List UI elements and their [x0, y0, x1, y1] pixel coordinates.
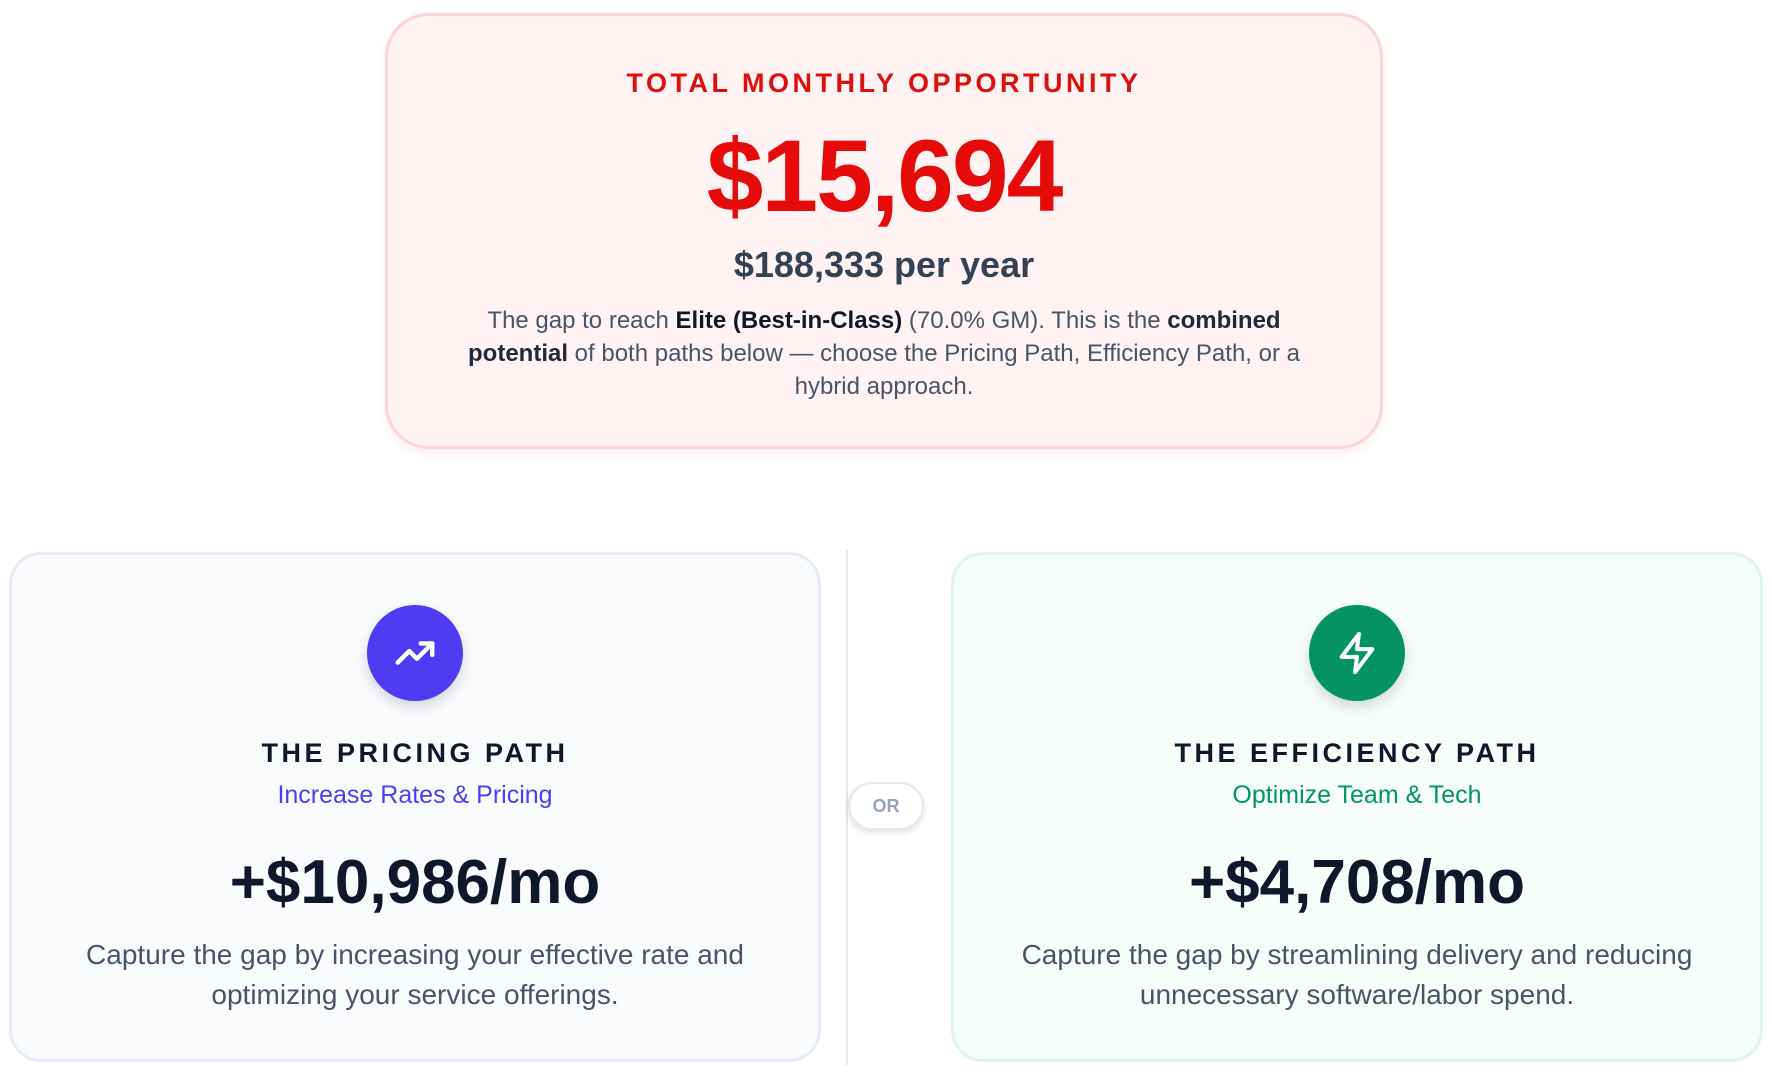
efficiency-path-card: THE EFFICIENCY PATH Optimize Team & Tech…	[951, 552, 1763, 1062]
target-tier: Elite (Best-in-Class)	[675, 307, 903, 334]
total-opportunity-card: TOTAL MONTHLY OPPORTUNITY $15,694 $188,3…	[385, 13, 1383, 449]
efficiency-path-amount: +$4,708/mo	[1188, 848, 1526, 917]
pricing-path-amount: +$10,986/mo	[229, 848, 601, 917]
total-monthly-amount: $15,694	[706, 119, 1064, 233]
path-divider	[846, 550, 848, 1065]
or-badge: OR	[848, 782, 924, 830]
description-text: The gap to reach	[487, 307, 676, 334]
trending-up-icon	[367, 605, 463, 701]
pricing-path-subtitle: Increase Rates & Pricing	[277, 781, 553, 809]
yearly-amount: $188,333 per year	[733, 244, 1035, 285]
description-text: (70.0% GM). This is the	[902, 307, 1168, 334]
description-text: of both paths below — choose the Pricing…	[568, 340, 1300, 400]
efficiency-path-title: THE EFFICIENCY PATH	[1174, 738, 1540, 768]
total-opportunity-label: TOTAL MONTHLY OPPORTUNITY	[626, 68, 1142, 98]
efficiency-path-subtitle: Optimize Team & Tech	[1232, 781, 1482, 809]
pricing-path-description: Capture the gap by increasing your effec…	[86, 939, 744, 1010]
combined-potential-emphasis: combined potential	[468, 307, 1281, 367]
efficiency-path-description: Capture the gap by streamlining delivery…	[1021, 939, 1693, 1010]
pricing-path-title: THE PRICING PATH	[261, 738, 569, 768]
opportunity-description: The gap to reach Elite (Best-in-Class) (…	[438, 304, 1330, 403]
pricing-path-card: THE PRICING PATH Increase Rates & Pricin…	[9, 552, 821, 1062]
lightning-bolt-icon	[1309, 605, 1405, 701]
